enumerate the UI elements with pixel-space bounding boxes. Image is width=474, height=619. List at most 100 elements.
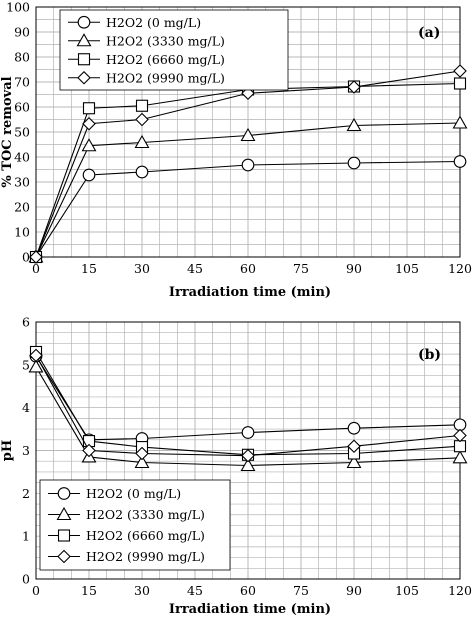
y-tick-label: 100 <box>6 0 30 15</box>
data-point <box>82 116 96 131</box>
data-point <box>240 457 256 472</box>
series-line <box>35 70 461 258</box>
legend-marker <box>57 549 71 564</box>
data-point <box>346 117 362 132</box>
data-point <box>82 102 96 115</box>
y-tick-label: 0 <box>22 250 30 265</box>
data-point <box>135 165 149 179</box>
x-axis-label: Irradiation time (min) <box>169 602 331 617</box>
series-line <box>35 366 461 467</box>
legend-label: H2O2 (3330 mg/L) <box>106 33 225 48</box>
legend-marker <box>76 33 92 47</box>
legend-item: H2O2 (3330 mg/L) <box>48 506 205 522</box>
series-triangle <box>28 359 468 472</box>
y-tick-label: 80 <box>14 50 30 65</box>
x-tick-label: 90 <box>346 261 362 276</box>
y-tick-label: 60 <box>14 100 30 115</box>
legend-marker <box>57 529 71 542</box>
legend-marker <box>57 487 71 500</box>
legend-label: H2O2 (6660 mg/L) <box>106 52 225 67</box>
x-tick-label: 75 <box>293 261 309 276</box>
data-point <box>453 440 467 453</box>
y-tick-label: 5 <box>22 357 30 372</box>
x-tick-label: 90 <box>346 583 362 598</box>
legend-label: H2O2 (0 mg/L) <box>106 15 201 30</box>
y-tick-label: 50 <box>14 125 30 140</box>
y-tick-label: 30 <box>14 175 30 190</box>
y-tick-label: 90 <box>14 25 30 40</box>
y-tick-label: 0 <box>22 572 30 587</box>
y-tick-label: 2 <box>22 486 30 501</box>
legend-label: H2O2 (0 mg/L) <box>86 486 181 501</box>
data-point <box>29 348 43 363</box>
legend-item: H2O2 (0 mg/L) <box>68 15 201 30</box>
x-tick-label: 15 <box>81 261 97 276</box>
data-point <box>347 80 361 94</box>
legend-item: H2O2 (6660 mg/L) <box>68 52 225 67</box>
legend-label: H2O2 (9990 mg/L) <box>86 549 205 564</box>
legend-item: H2O2 (0 mg/L) <box>48 486 181 501</box>
legend-marker <box>77 15 91 29</box>
legend-item: H2O2 (9990 mg/L) <box>48 549 205 564</box>
data-point <box>347 439 361 453</box>
panel-label: (a) <box>418 25 440 41</box>
legend-label: H2O2 (6660 mg/L) <box>86 528 205 543</box>
series-line <box>35 351 461 456</box>
series-diamond <box>29 348 467 463</box>
data-point <box>347 156 361 170</box>
data-point <box>82 443 96 458</box>
y-tick-label: 20 <box>14 200 30 215</box>
data-point <box>452 450 468 464</box>
x-tick-label: 120 <box>448 583 472 598</box>
data-point <box>452 115 468 129</box>
data-point <box>135 446 149 461</box>
series-line <box>35 82 461 258</box>
data-point <box>240 127 256 142</box>
data-point <box>134 454 150 469</box>
x-tick-label: 75 <box>293 583 309 598</box>
data-point <box>135 112 149 127</box>
panel-label: (b) <box>418 347 441 363</box>
plot-frame <box>35 6 461 258</box>
data-point <box>453 64 467 78</box>
x-tick-label: 45 <box>187 583 203 598</box>
x-tick-label: 60 <box>240 583 256 598</box>
legend-item: H2O2 (3330 mg/L) <box>68 33 225 48</box>
y-axis-label: % TOC removal <box>0 76 15 187</box>
data-point <box>28 359 44 373</box>
x-tick-label: 0 <box>32 583 40 598</box>
data-point <box>346 454 362 469</box>
data-point <box>241 448 255 463</box>
y-tick-label: 6 <box>22 315 30 330</box>
y-tick-label: 3 <box>22 443 30 458</box>
data-point <box>29 250 43 264</box>
x-tick-label: 105 <box>395 261 419 276</box>
y-tick-label: 40 <box>14 150 30 165</box>
y-axis-label: pH <box>0 440 15 461</box>
legend: H2O2 (0 mg/L) H2O2 (3330 mg/L) H2O2 (6660 … <box>39 479 231 571</box>
data-point <box>81 138 97 152</box>
data-point <box>241 158 255 172</box>
y-tick-label: 4 <box>22 400 30 415</box>
data-point <box>453 155 467 168</box>
data-point <box>134 134 150 149</box>
x-tick-label: 120 <box>448 261 472 276</box>
y-tick-label: 70 <box>14 75 30 90</box>
x-tick-label: 30 <box>134 261 150 276</box>
legend-marker <box>77 53 91 66</box>
series-line <box>35 122 461 258</box>
data-point <box>135 99 149 112</box>
y-tick-label: 1 <box>22 529 30 544</box>
legend-label: H2O2 (9990 mg/L) <box>106 70 225 85</box>
x-axis-label: Irradiation time (min) <box>169 285 331 300</box>
x-tick-label: 105 <box>395 583 419 598</box>
x-tick-label: 60 <box>240 261 256 276</box>
legend-item: H2O2 (9990 mg/L) <box>68 70 225 85</box>
data-point <box>453 428 467 443</box>
legend: H2O2 (0 mg/L) H2O2 (3330 mg/L) H2O2 (6660 … <box>59 9 289 91</box>
legend-marker <box>77 70 91 85</box>
legend-item: H2O2 (6660 mg/L) <box>48 528 205 543</box>
y-tick-label: 10 <box>14 225 30 240</box>
